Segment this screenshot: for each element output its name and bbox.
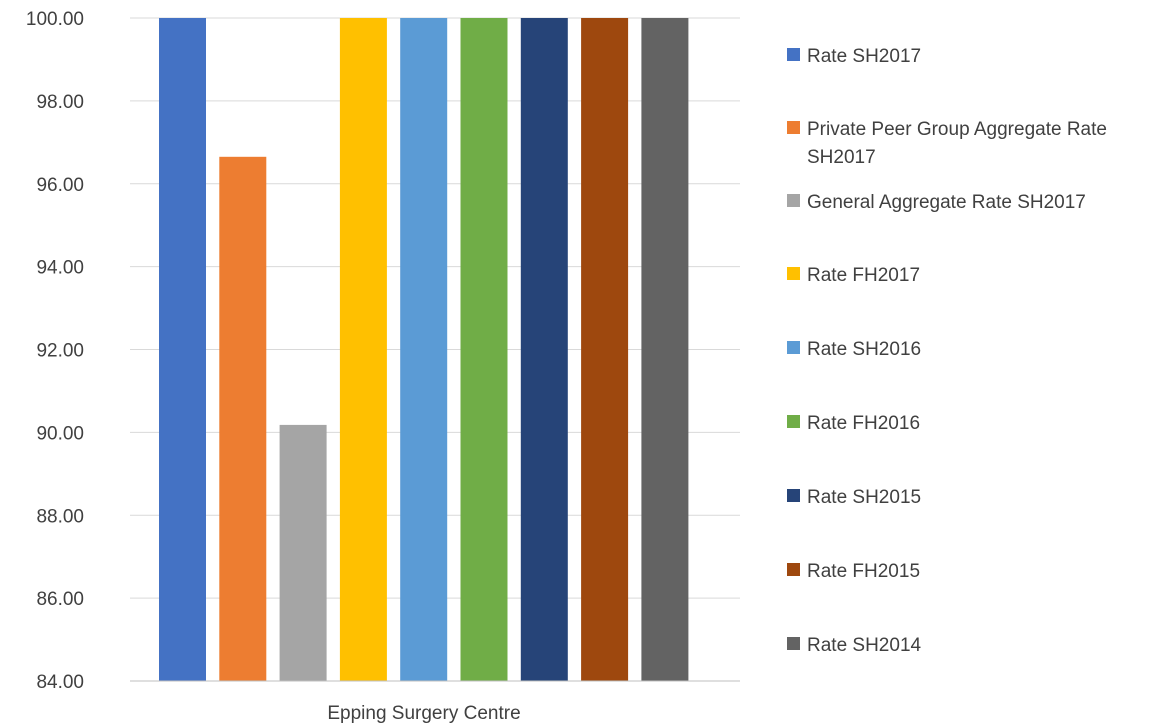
- y-tick-label: 84.00: [36, 672, 84, 693]
- legend: Rate SH2017 Private Peer Group Aggregate …: [787, 0, 1153, 726]
- legend-swatch: [787, 48, 800, 61]
- y-axis-tick-labels: 100.00 98.00 96.00 94.00 92.00 90.00 88.00 86.0…: [26, 9, 84, 693]
- legend-item: Private Peer Group Aggregate Rate SH2017: [787, 116, 1147, 172]
- bar-rate-fh2017: [339, 18, 387, 681]
- y-tick-label: 90.00: [36, 423, 84, 444]
- legend-swatch: [787, 121, 800, 134]
- legend-item: General Aggregate Rate SH2017: [787, 189, 1147, 217]
- legend-swatch: [787, 563, 800, 576]
- y-tick-label: 96.00: [36, 175, 84, 196]
- bar-rate-fh2015: [581, 18, 629, 681]
- legend-label: Private Peer Group Aggregate Rate SH2017: [807, 119, 1107, 168]
- legend-item: Rate FH2017: [787, 262, 1147, 290]
- legend-item: Rate SH2015: [787, 484, 1147, 512]
- y-tick-label: 88.00: [36, 506, 84, 527]
- legend-swatch: [787, 267, 800, 280]
- y-tick-label: 94.00: [36, 258, 84, 279]
- y-tick-label: 86.00: [36, 589, 84, 610]
- bar-rate-sh2017: [159, 18, 206, 681]
- bar-rate-sh2016: [400, 18, 448, 681]
- legend-item: Rate FH2016: [787, 410, 1147, 438]
- bars: [159, 18, 689, 682]
- legend-swatch: [787, 489, 800, 502]
- legend-item: Rate SH2016: [787, 336, 1147, 364]
- legend-label: Rate SH2015: [807, 487, 922, 508]
- bar-rate-sh2014: [641, 18, 689, 681]
- y-tick-label: 98.00: [36, 92, 84, 113]
- bar-chart: 100.00 98.00 96.00 94.00 92.00 90.00 88.00 86.0…: [26, 9, 740, 724]
- bar-rate-fh2016: [460, 18, 508, 681]
- legend-label: Rate FH2016: [807, 413, 921, 434]
- legend-label: Rate SH2014: [807, 635, 922, 656]
- legend-item: Rate FH2015: [787, 558, 1147, 586]
- bar-private-peer-group-aggregate-rate-sh2017: [219, 156, 267, 682]
- bar-general-aggregate-rate-sh2017: [279, 424, 327, 681]
- legend-swatch: [787, 341, 800, 354]
- x-category-label: Epping Surgery Centre: [327, 703, 520, 724]
- legend-swatch: [787, 194, 800, 207]
- legend-item: Rate SH2014: [787, 632, 1147, 660]
- legend-item: Rate SH2017: [787, 43, 1147, 71]
- y-tick-label: 92.00: [36, 341, 84, 362]
- legend-swatch: [787, 415, 800, 428]
- bar-rate-sh2015: [520, 18, 568, 681]
- legend-swatch: [787, 637, 800, 650]
- legend-label: Rate FH2017: [807, 265, 921, 286]
- legend-label: Rate SH2016: [807, 339, 922, 360]
- x-axis: Epping Surgery Centre: [130, 680, 740, 724]
- legend-label: Rate FH2015: [807, 561, 921, 582]
- y-tick-label: 100.00: [26, 9, 84, 30]
- legend-label: General Aggregate Rate SH2017: [807, 192, 1086, 213]
- legend-label: Rate SH2017: [807, 46, 922, 67]
